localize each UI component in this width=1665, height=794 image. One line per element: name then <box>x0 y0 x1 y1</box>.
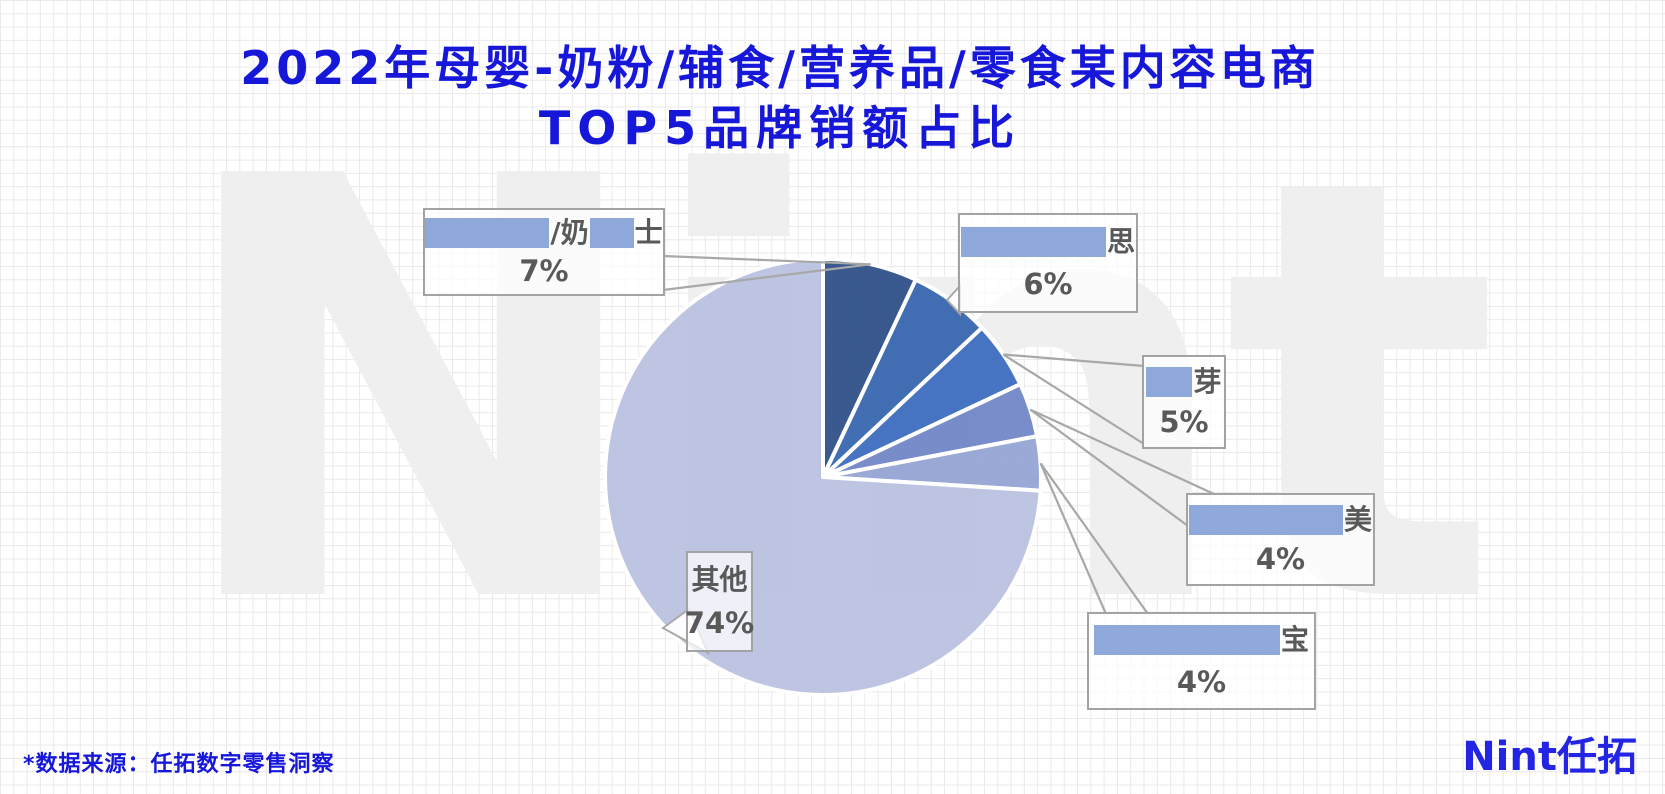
brand-fragment: 思 <box>1106 225 1135 258</box>
callout-brand-1: /奶 士 7% <box>423 208 665 296</box>
callout-percent: 4% <box>1255 542 1306 577</box>
callout-leader-line <box>1002 353 1145 445</box>
brand-fragment: /奶 <box>550 216 589 249</box>
redacted-brand-bar <box>1146 367 1193 397</box>
brand-name-line: 美 <box>1188 502 1372 536</box>
callout-leader-line <box>1003 353 1145 368</box>
callout-brand-2: 思 6% <box>958 213 1138 313</box>
callout-leader-line <box>1039 462 1108 615</box>
brand-fragment: 士 <box>634 216 663 249</box>
callout-leader-line <box>1029 408 1189 527</box>
chart-title-line2: TOP5品牌销额占比 <box>538 100 1022 155</box>
brand-name-line: 思 <box>960 225 1135 258</box>
brand-name-line: /奶 士 <box>425 216 663 249</box>
brand-fragment: 芽 <box>1193 365 1222 398</box>
callout-percent: 74% <box>684 605 755 640</box>
callout-percent: 4% <box>1176 664 1227 699</box>
callout-percent: 6% <box>1023 267 1073 301</box>
chart-title-line1: 2022年母婴-奶粉/辅食/营养品/零食某内容电商 <box>240 41 1320 95</box>
nint-logo: Nint任拓 <box>1462 734 1637 780</box>
redacted-brand-bar <box>960 227 1106 257</box>
chart-title: 2022年母婴-奶粉/辅食/营养品/零食某内容电商 TOP5品牌销额占比 <box>0 40 1560 157</box>
redacted-brand-bar <box>1093 625 1280 656</box>
callout-brand-3: 芽 5% <box>1142 355 1226 449</box>
callout-leader-line <box>662 263 871 292</box>
callout-leader-line <box>1039 462 1149 615</box>
brand-name-line: 宝 <box>1093 623 1309 657</box>
callout-percent: 5% <box>1159 405 1209 439</box>
callout-leader-line <box>662 254 871 266</box>
callout-leader-line <box>1029 408 1215 495</box>
brand-name-line: 芽 <box>1146 365 1222 398</box>
others-label: 其他 <box>691 563 748 597</box>
brand-fragment: 美 <box>1343 502 1372 536</box>
callout-brand-4: 美 4% <box>1186 493 1375 586</box>
callout-others: 其他 74% <box>684 551 755 652</box>
redacted-brand-bar <box>425 218 550 248</box>
callout-brand-5: 宝 4% <box>1087 612 1316 710</box>
redacted-brand-bar <box>589 218 634 248</box>
redacted-brand-bar <box>1188 504 1343 535</box>
brand-fragment: 宝 <box>1280 623 1309 657</box>
data-source-note: *数据来源：任拓数字零售洞察 <box>23 752 335 777</box>
callout-percent: 7% <box>519 254 569 288</box>
